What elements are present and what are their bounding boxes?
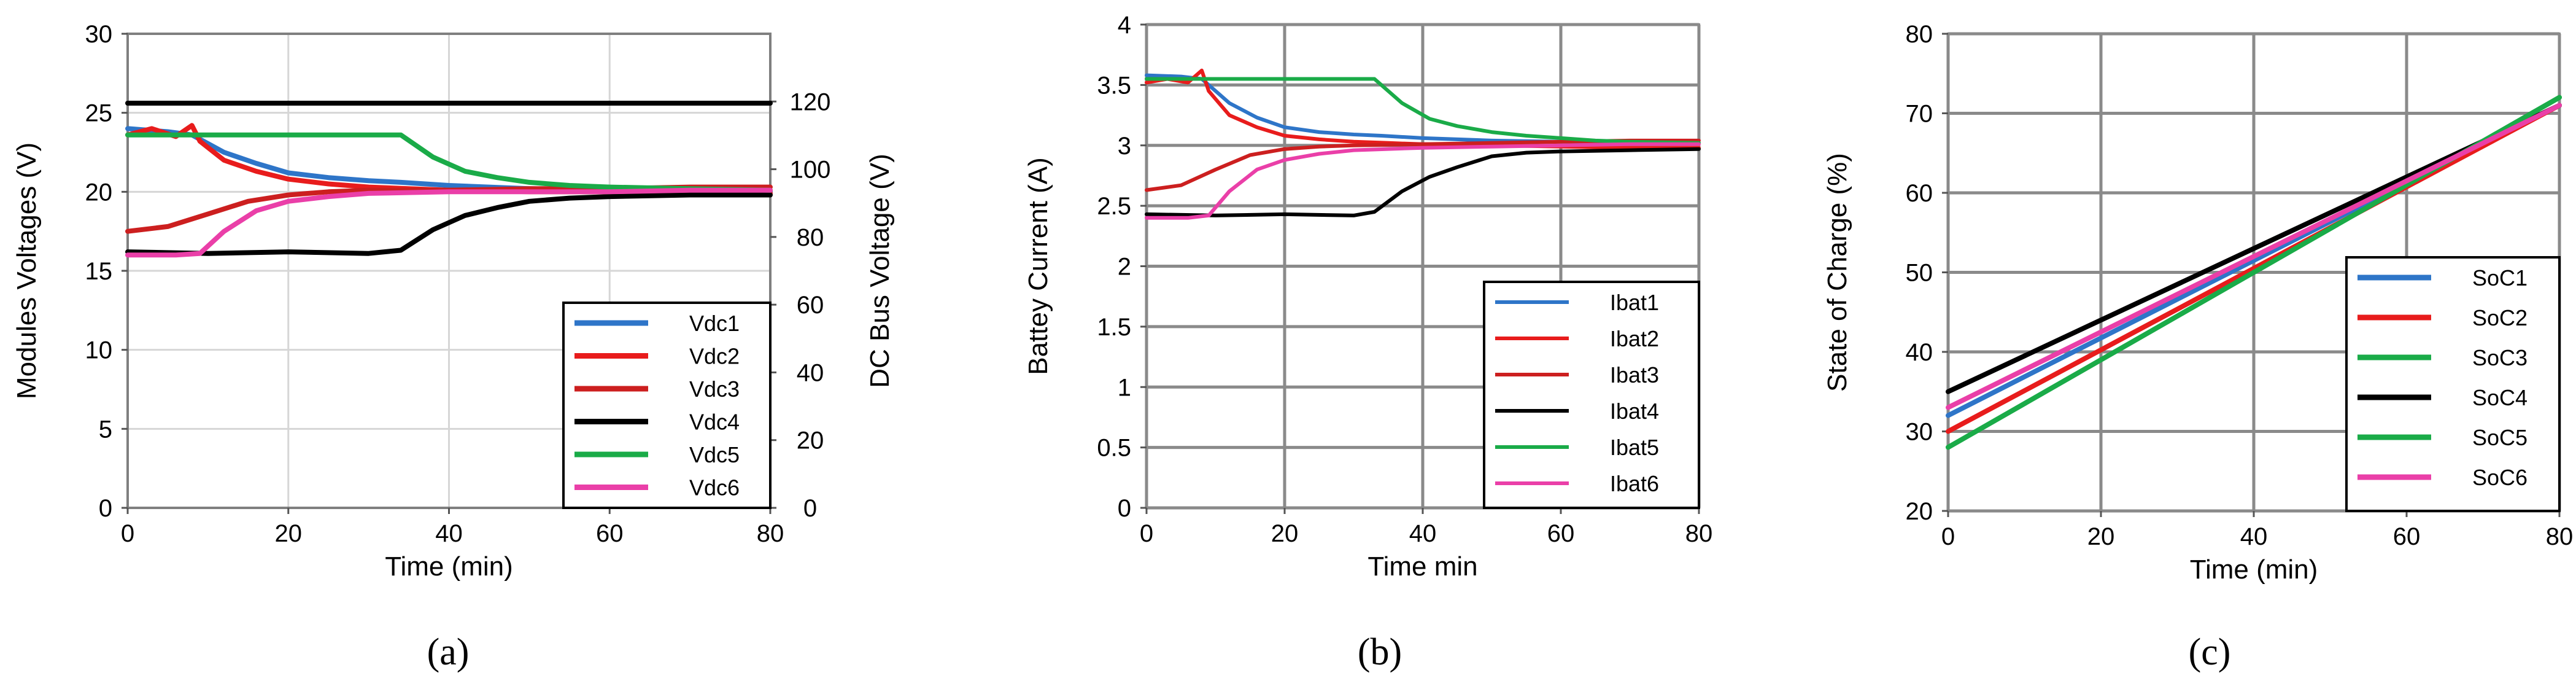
legend-label: Ibat2 [1610,326,1659,351]
chart-panel-2: 0 20 40 60 80 0 0.5 1 1.5 2 2.5 3 3.5 4 Time min Battey… [1023,12,1712,673]
legend-label: SoC3 [2472,345,2528,370]
y-tick-label: 60 [1906,180,1933,207]
legend-label: Vdc3 [689,376,740,402]
legend-label: Vdc1 [689,311,740,336]
series-line-ibat5 [1145,77,1701,145]
legend-label: SoC1 [2472,265,2528,290]
legend-label: Ibat4 [1610,399,1659,424]
legend-label: Vdc5 [689,442,740,467]
y-tick-label: 4 [1118,12,1131,39]
y-tick-label: 1.5 [1097,314,1131,341]
x-axis-label: Time min [1367,551,1477,582]
legend-label: Vdc4 [689,410,740,435]
series-line-vdc5 [125,132,773,193]
y-tick-label: 0.5 [1097,435,1131,462]
y-tick-label: 2.5 [1097,193,1131,220]
chart-panel-3: 0 20 40 60 80 20 30 40 50 60 70 80 Time (min) State o… [1822,21,2573,673]
y2-axis-label: DC Bus Voltage (V) [865,154,895,388]
x-tick-label: 80 [757,520,784,547]
x-axis-label: Time (min) [385,551,513,582]
y2-tick-label: 60 [797,292,824,319]
y-axis-label: Modules Voltages (V) [12,142,42,399]
y-tick-label: 20 [85,179,113,206]
panel-label: (a) [427,631,470,673]
x-tick-label: 40 [1409,520,1437,547]
x-axis-label: Time (min) [2190,555,2318,585]
x-tick-label: 0 [1941,523,1955,550]
legend-label: Vdc6 [689,475,740,500]
y-tick-label: 10 [85,337,113,364]
x-tick-label: 60 [1547,520,1575,547]
legend: SoC1 SoC2 SoC3 SoC4 SoC5 SoC6 [2345,256,2561,512]
y-tick-label: 3 [1118,133,1131,160]
y-tick-label: 70 [1906,101,1933,128]
series-line-vdc6 [125,187,773,258]
y-tick-label: 3.5 [1097,72,1131,99]
y-tick-label: 1 [1118,374,1131,401]
y-tick-label: 30 [85,21,113,48]
x-tick-label: 20 [275,520,303,547]
legend-label: Ibat5 [1610,435,1659,460]
series-line-ibat4 [1145,147,1701,217]
y-axis-label: Battey Current (A) [1023,157,1053,375]
y-tick-label: 30 [1906,419,1933,446]
legend: Ibat1 Ibat2 Ibat3 Ibat4 Ibat5 Ibat6 [1483,281,1700,509]
y2-tick-label: 120 [790,88,831,115]
legend-label: Ibat6 [1610,471,1659,496]
y2-tick-label: 40 [797,359,824,386]
legend-label: Ibat1 [1610,290,1659,315]
series-line-soc6 [1946,103,2562,410]
series-line-ibat6 [1145,142,1701,220]
x-tick-label: 60 [2393,523,2421,550]
x-tick-label: 80 [2546,523,2574,550]
chart-panel-1: 0 20 40 60 80 0 5 10 15 20 25 30 0 20 40 60 80 100 120 DC B… [12,21,895,673]
y-tick-label: 15 [85,258,113,285]
y-tick-label: 25 [85,100,113,127]
y-tick-label: 40 [1906,339,1933,366]
x-tick-label: 40 [2240,523,2268,550]
y2-tick-label: 80 [797,224,824,251]
legend-label: SoC4 [2472,385,2528,410]
y-tick-label: 0 [1118,495,1131,522]
y2-tick-label: 100 [790,157,831,184]
series-line-vdc4 [125,192,773,256]
x-tick-label: 0 [121,520,134,547]
panel-label: (c) [2189,631,2231,673]
x-tick-label: 0 [1140,520,1153,547]
legend-box [562,302,772,509]
y2-tick-label: 20 [797,427,824,454]
legend-box [1483,281,1700,509]
y-tick-label: 50 [1906,260,1933,287]
x-tick-label: 80 [1685,520,1713,547]
x-tick-label: 20 [1271,520,1299,547]
series-line-soc2 [1946,103,2562,434]
legend-box [2345,256,2561,512]
y-tick-label: 20 [1906,498,1933,525]
y-tick-label: 0 [99,495,112,522]
legend-label: SoC2 [2472,305,2528,330]
y-axis-label: State of Charge (%) [1822,153,1852,392]
legend-label: Vdc2 [689,344,740,369]
y-tick-label: 5 [99,416,112,443]
y-tick-label: 2 [1118,254,1131,281]
panel-label: (b) [1358,631,1402,673]
y-tick-label: 80 [1906,21,1933,48]
legend-label: SoC6 [2472,465,2528,490]
y2-tick-label: 0 [803,495,817,522]
x-tick-label: 20 [2087,523,2115,550]
x-tick-label: 60 [596,520,624,547]
x-tick-label: 40 [435,520,463,547]
legend-label: SoC5 [2472,425,2528,450]
series-line-ibat3 [1145,138,1701,192]
legend-label: Ibat3 [1610,362,1659,387]
legend: Vdc1 Vdc2 Vdc3 Vdc4 Vdc5 Vdc6 [562,302,772,509]
